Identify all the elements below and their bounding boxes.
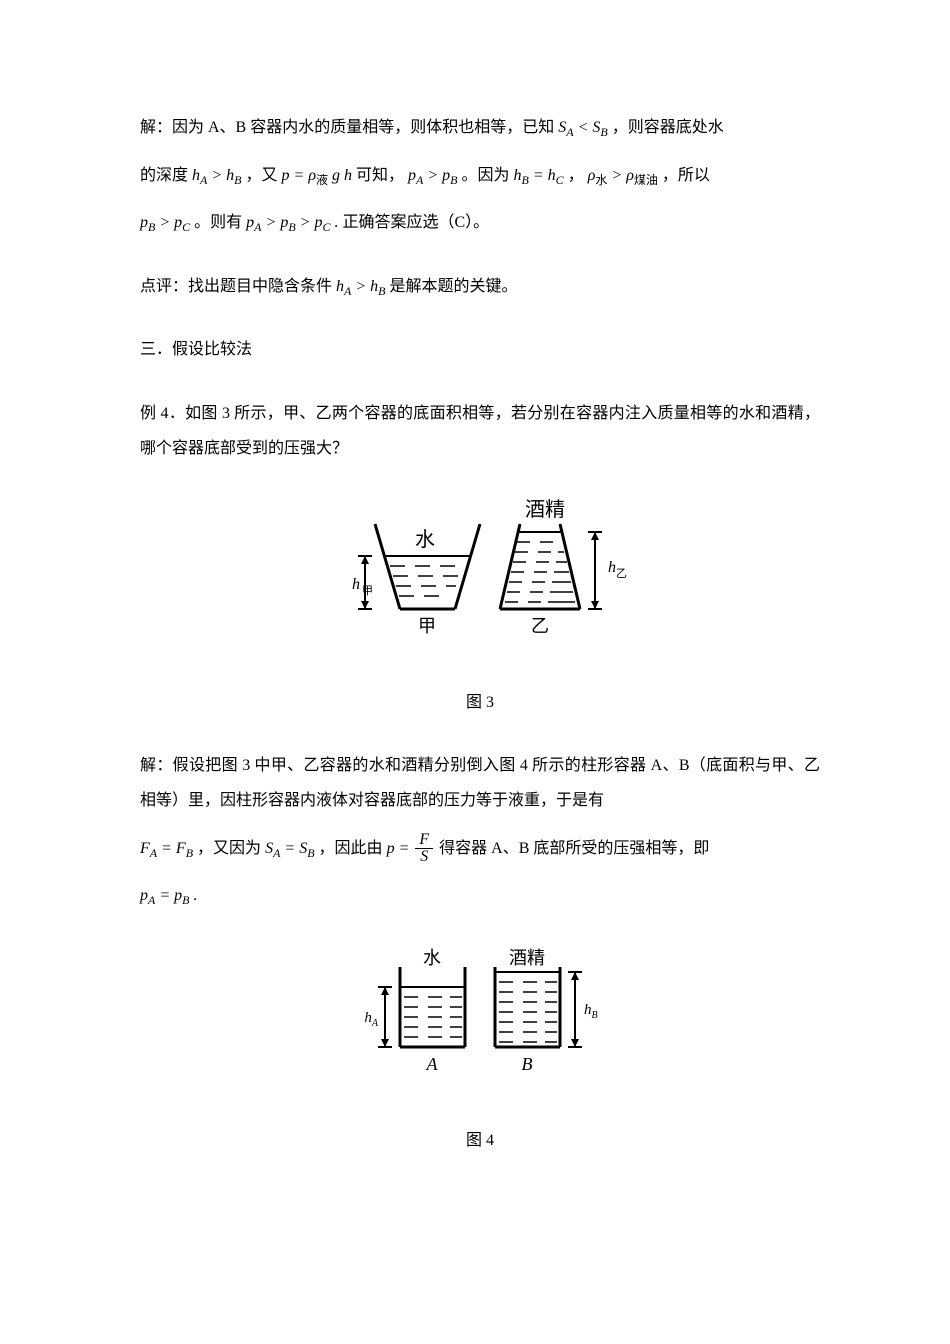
figure-3-svg: 水 h 甲 甲 xyxy=(330,494,630,644)
label-yi: 乙 xyxy=(531,616,549,636)
label-water-4: 水 xyxy=(423,948,441,968)
text: 正确答案应选（C）。 xyxy=(342,214,489,231)
container-yi: 酒精 h 乙 乙 xyxy=(500,498,627,636)
label-A: A xyxy=(426,1054,439,1074)
container-B: 酒精 hB B xyxy=(495,948,598,1074)
text: 可知， xyxy=(356,167,404,184)
formula-pA-pB-pC: pA > pB > pC . xyxy=(246,214,338,231)
text: ，则容器底处水 xyxy=(612,119,724,136)
formula-FA-eq-FB: FA = FB xyxy=(140,840,193,857)
svg-text:h: h xyxy=(608,559,616,576)
text: 图 3 xyxy=(466,694,494,711)
section-heading-3: 三．假设比较法 xyxy=(140,332,820,367)
text: 。则有 xyxy=(194,214,246,231)
solution-line-3: pB > pC 。则有 pA > pB > pC . 正确答案应选（C）。 xyxy=(140,205,820,241)
text: 解：假设把图 3 中甲、乙容器的水和酒精分别倒入图 4 所示的柱形容器 A、B（… xyxy=(140,757,820,809)
text: 的深度 xyxy=(140,167,192,184)
text: ，因此由 xyxy=(319,840,387,857)
svg-text:hA: hA xyxy=(364,1010,379,1029)
text: 图 4 xyxy=(466,1132,494,1149)
text: 三．假设比较法 xyxy=(140,341,252,358)
svg-text:h: h xyxy=(352,576,360,593)
text: 例 4．如图 3 所示，甲、乙两个容器的底面积相等，若分别在容器内注入质量相等的… xyxy=(140,405,820,457)
label-alcohol: 酒精 xyxy=(525,498,565,521)
text: 得容器 A、B 底部所受的压强相等，即 xyxy=(439,840,709,857)
container-A: 水 hA A xyxy=(364,948,465,1074)
text: 点评：找出题目中隐含条件 xyxy=(140,278,336,295)
text: 。因为 xyxy=(462,167,514,184)
formula-pB-gt-pC: pB > pC xyxy=(140,214,190,231)
comment-line: 点评：找出题目中隐含条件 hA > hB 是解本题的关键。 xyxy=(140,269,820,305)
formula-SA-lt-SB: SA < SB xyxy=(558,119,607,136)
figure-3-caption: 图 3 xyxy=(140,685,820,720)
formula-rho: ρ水 > ρ煤油 xyxy=(588,167,658,184)
figure-4-svg: 水 hA A xyxy=(340,942,620,1082)
svg-text:hB: hB xyxy=(584,1002,598,1021)
formula-pA-gt-pB: pA > pB xyxy=(408,167,457,184)
formula-SA-eq-SB: SA = SB xyxy=(265,840,314,857)
figure-4: 水 hA A xyxy=(140,942,820,1095)
solution-4-line-2: FA = FB ，又因为 SA = SB ，因此由 p = FS 得容器 A、B… xyxy=(140,831,820,867)
formula-hA-gt-hB: hA > hB xyxy=(192,167,241,184)
figure-3: 水 h 甲 甲 xyxy=(140,494,820,657)
svg-text:乙: 乙 xyxy=(616,567,627,580)
formula-pA-eq-pB: pA = pB . xyxy=(140,887,197,904)
formula-hA-gt-hB-2: hA > hB xyxy=(336,278,385,295)
text: ，又因为 xyxy=(197,840,265,857)
text: 解：因为 A、B 容器内水的质量相等，则体积也相等，已知 xyxy=(140,119,558,136)
document-page: 解：因为 A、B 容器内水的质量相等，则体积也相等，已知 SA < SB ，则容… xyxy=(0,0,950,1344)
solution-line-2: 的深度 hA > hB ，又 p = ρ液 g h 可知， pA > pB 。因… xyxy=(140,158,820,194)
container-jia: 水 h 甲 甲 xyxy=(352,524,480,636)
text: 是解本题的关键。 xyxy=(390,278,518,295)
solution-4-line-3: pA = pB . xyxy=(140,878,820,914)
formula-p-FS: p = FS xyxy=(387,840,440,857)
solution-line-1: 解：因为 A、B 容器内水的质量相等，则体积也相等，已知 SA < SB ，则容… xyxy=(140,110,820,146)
text: ，所以 xyxy=(662,167,710,184)
formula-hB-eq-hC: hB = hC xyxy=(514,167,564,184)
formula-p-eq: p = ρ液 g h xyxy=(282,167,353,184)
label-jia: 甲 xyxy=(418,616,436,636)
label-B: B xyxy=(522,1054,533,1074)
label-alcohol-4: 酒精 xyxy=(509,948,545,968)
figure-4-caption: 图 4 xyxy=(140,1123,820,1158)
text: ，又 xyxy=(246,167,282,184)
text: ， xyxy=(568,167,584,184)
example-4-text: 例 4．如图 3 所示，甲、乙两个容器的底面积相等，若分别在容器内注入质量相等的… xyxy=(140,396,820,466)
svg-text:甲: 甲 xyxy=(362,585,373,597)
solution-4-line-1: 解：假设把图 3 中甲、乙容器的水和酒精分别倒入图 4 所示的柱形容器 A、B（… xyxy=(140,748,820,818)
label-water: 水 xyxy=(415,528,435,551)
